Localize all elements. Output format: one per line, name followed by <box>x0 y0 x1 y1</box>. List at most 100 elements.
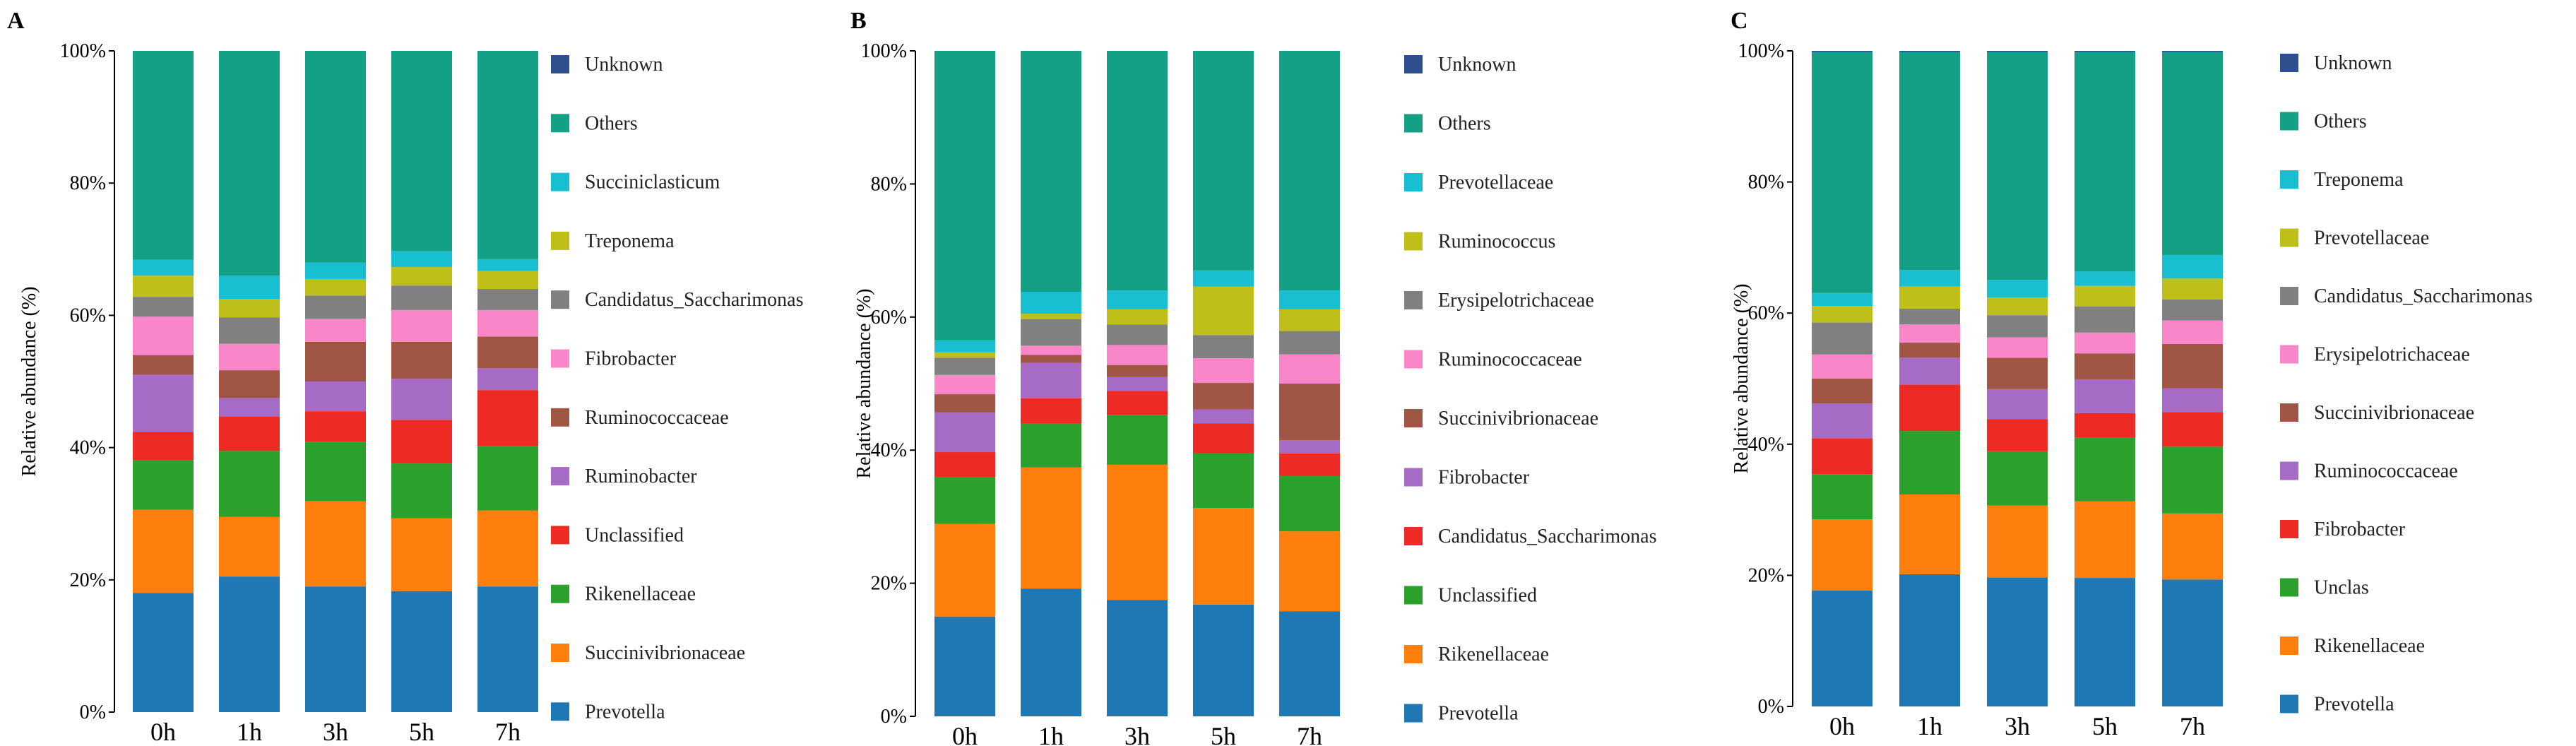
y-tick-label: 40% <box>871 439 907 461</box>
x-category-label: 7h <box>2180 712 2205 740</box>
bar-segment-candidatus-saccharimonas-3h <box>1107 391 1168 415</box>
bar-segment-ruminococcus-5h <box>1193 286 1254 336</box>
bar-segment-treponema-3h <box>305 278 366 296</box>
bar-segment-succinivibrionaceae-3h <box>1107 365 1168 377</box>
bar-segment-succinivibrionaceae-7h <box>1279 384 1340 441</box>
legend-label: Unknown <box>585 54 663 76</box>
bar-segment-prevotella-1h <box>1899 574 1960 706</box>
bar-segment-erysipelotrichaceae-0h <box>934 357 995 375</box>
legend-label: Ruminobacter <box>585 466 697 487</box>
bar-segment-unclassified-1h <box>1021 423 1081 468</box>
x-category-label: 3h <box>1124 722 1150 746</box>
legend-label: Rikenellaceae <box>1438 644 1549 665</box>
legend-label: Succinivibrionaceae <box>2314 402 2474 424</box>
bar-segment-fibrobacter-5h <box>391 309 452 342</box>
bar-segment-succinivibrionaceae-5h <box>391 518 452 591</box>
bar-segment-rikenellaceae-3h <box>1987 505 2048 578</box>
y-tick-label: 80% <box>871 173 907 195</box>
y-tick-label: 80% <box>1748 172 1784 194</box>
bar-segment-others-0h <box>1812 52 1872 293</box>
legend-label: Candidatus_Saccharimonas <box>1438 526 1656 547</box>
bar-segment-treponema-5h <box>2075 271 2135 286</box>
bar-segment-prevotella-7h <box>477 586 538 712</box>
bar-segment-candidatus-saccharimonas-7h <box>1279 453 1340 476</box>
legend-label: Prevotellaceae <box>2314 227 2429 249</box>
legend-swatch <box>2280 170 2298 189</box>
legend-swatch <box>551 114 569 133</box>
y-axis-label: Relative abundance (%) <box>853 289 875 479</box>
bar-segment-unclas-0h <box>1812 474 1872 520</box>
legend-label: Fibrobacter <box>1438 467 1530 489</box>
legend-swatch <box>2280 228 2298 247</box>
bar-segment-fibrobacter-5h <box>1193 409 1254 424</box>
legend-swatch <box>1404 409 1423 427</box>
bar-segment-succinivibrionaceae-1h <box>1899 343 1960 358</box>
bar-segment-prevotella-1h <box>1021 588 1081 716</box>
legend-swatch <box>551 702 569 721</box>
legend-label: Treponema <box>585 230 675 252</box>
bar-segment-rikenellaceae-7h <box>2162 513 2223 580</box>
bar-segment-ruminococcus-7h <box>1279 309 1340 331</box>
bar-segment-prevotellaceae-5h <box>1193 270 1254 287</box>
y-tick-label: 100% <box>1738 40 1784 62</box>
bar-segment-ruminobacter-0h <box>133 374 194 432</box>
legend-label: Fibrobacter <box>585 348 677 370</box>
bar-segment-others-7h <box>1279 51 1340 291</box>
legend-swatch <box>1404 645 1423 663</box>
bar-segment-candidatus-saccharimonas-0h <box>934 452 995 478</box>
legend-swatch <box>551 584 569 603</box>
legend-swatch <box>2280 694 2298 714</box>
bar-segment-ruminococcaceae-7h <box>2162 388 2223 413</box>
bar-segment-ruminococcaceae-1h <box>1899 357 1960 385</box>
legend-swatch <box>2280 403 2298 422</box>
legend-swatch <box>551 408 569 427</box>
legend-label: Succinivibrionaceae <box>1438 408 1598 430</box>
legend-swatch <box>1404 350 1423 369</box>
x-category-label: 1h <box>1917 712 1942 740</box>
bar-segment-fibrobacter-1h <box>1021 362 1081 398</box>
legend-label: Ruminococcaceae <box>1438 349 1582 371</box>
y-axis-label: Relative abundance (%) <box>18 287 40 477</box>
bar-segment-ruminococcaceae-1h <box>1021 345 1081 355</box>
bar-segment-prevotellaceae-7h <box>1279 290 1340 309</box>
bar-segment-prevotella-5h <box>391 591 452 712</box>
bar-segment-prevotella-3h <box>305 586 366 712</box>
bar-segment-prevotella-0h <box>1812 591 1872 706</box>
y-tick-label: 0% <box>80 701 106 723</box>
bar-segment-succinivibrionaceae-0h <box>934 394 995 413</box>
bar-segment-fibrobacter-3h <box>1987 419 2048 451</box>
bar-segment-prevotella-7h <box>1279 611 1340 716</box>
bar-segment-unknown-3h <box>1987 51 2048 52</box>
legend-swatch <box>551 290 569 309</box>
bar-segment-unknown-0h <box>1812 51 1872 52</box>
bar-segment-fibrobacter-1h <box>219 343 280 371</box>
panel-letter: C <box>1731 8 1748 34</box>
legend-swatch <box>2280 345 2298 364</box>
legend-swatch <box>1404 704 1423 723</box>
bar-segment-succinivibrionaceae-7h <box>2162 343 2223 389</box>
legend-swatch <box>1404 468 1423 487</box>
bar-segment-unclas-5h <box>2075 437 2135 502</box>
legend-swatch <box>1404 232 1423 251</box>
bar-segment-ruminococcus-3h <box>1107 309 1168 325</box>
bar-segment-others-1h <box>219 51 280 276</box>
bar-segment-ruminococcaceae-7h <box>477 336 538 369</box>
bar-segment-treponema-5h <box>391 267 452 286</box>
bar-segment-ruminobacter-5h <box>391 379 452 420</box>
bar-segment-prevotella-3h <box>1987 577 2048 706</box>
legend-label: Succiniclasticum <box>585 172 720 194</box>
bar-segment-ruminococcaceae-5h <box>391 341 452 379</box>
bar-segment-others-7h <box>2162 52 2223 255</box>
bar-segment-ruminococcaceae-5h <box>2075 379 2135 413</box>
bar-segment-candidatus-saccharimonas-5h <box>391 285 452 310</box>
bar-segment-prevotellaceae-7h <box>2162 278 2223 300</box>
bar-segment-others-7h <box>477 51 538 259</box>
bar-segment-candidatus-saccharimonas-0h <box>133 297 194 317</box>
bar-segment-others-3h <box>305 51 366 263</box>
y-axis-label: Relative abundance (%) <box>1731 284 1752 474</box>
legend-label: Treponema <box>2314 169 2404 191</box>
bar-segment-fibrobacter-0h <box>133 316 194 355</box>
bar-segment-unclassified-3h <box>305 411 366 442</box>
bar-segment-prevotella-3h <box>1107 600 1168 716</box>
